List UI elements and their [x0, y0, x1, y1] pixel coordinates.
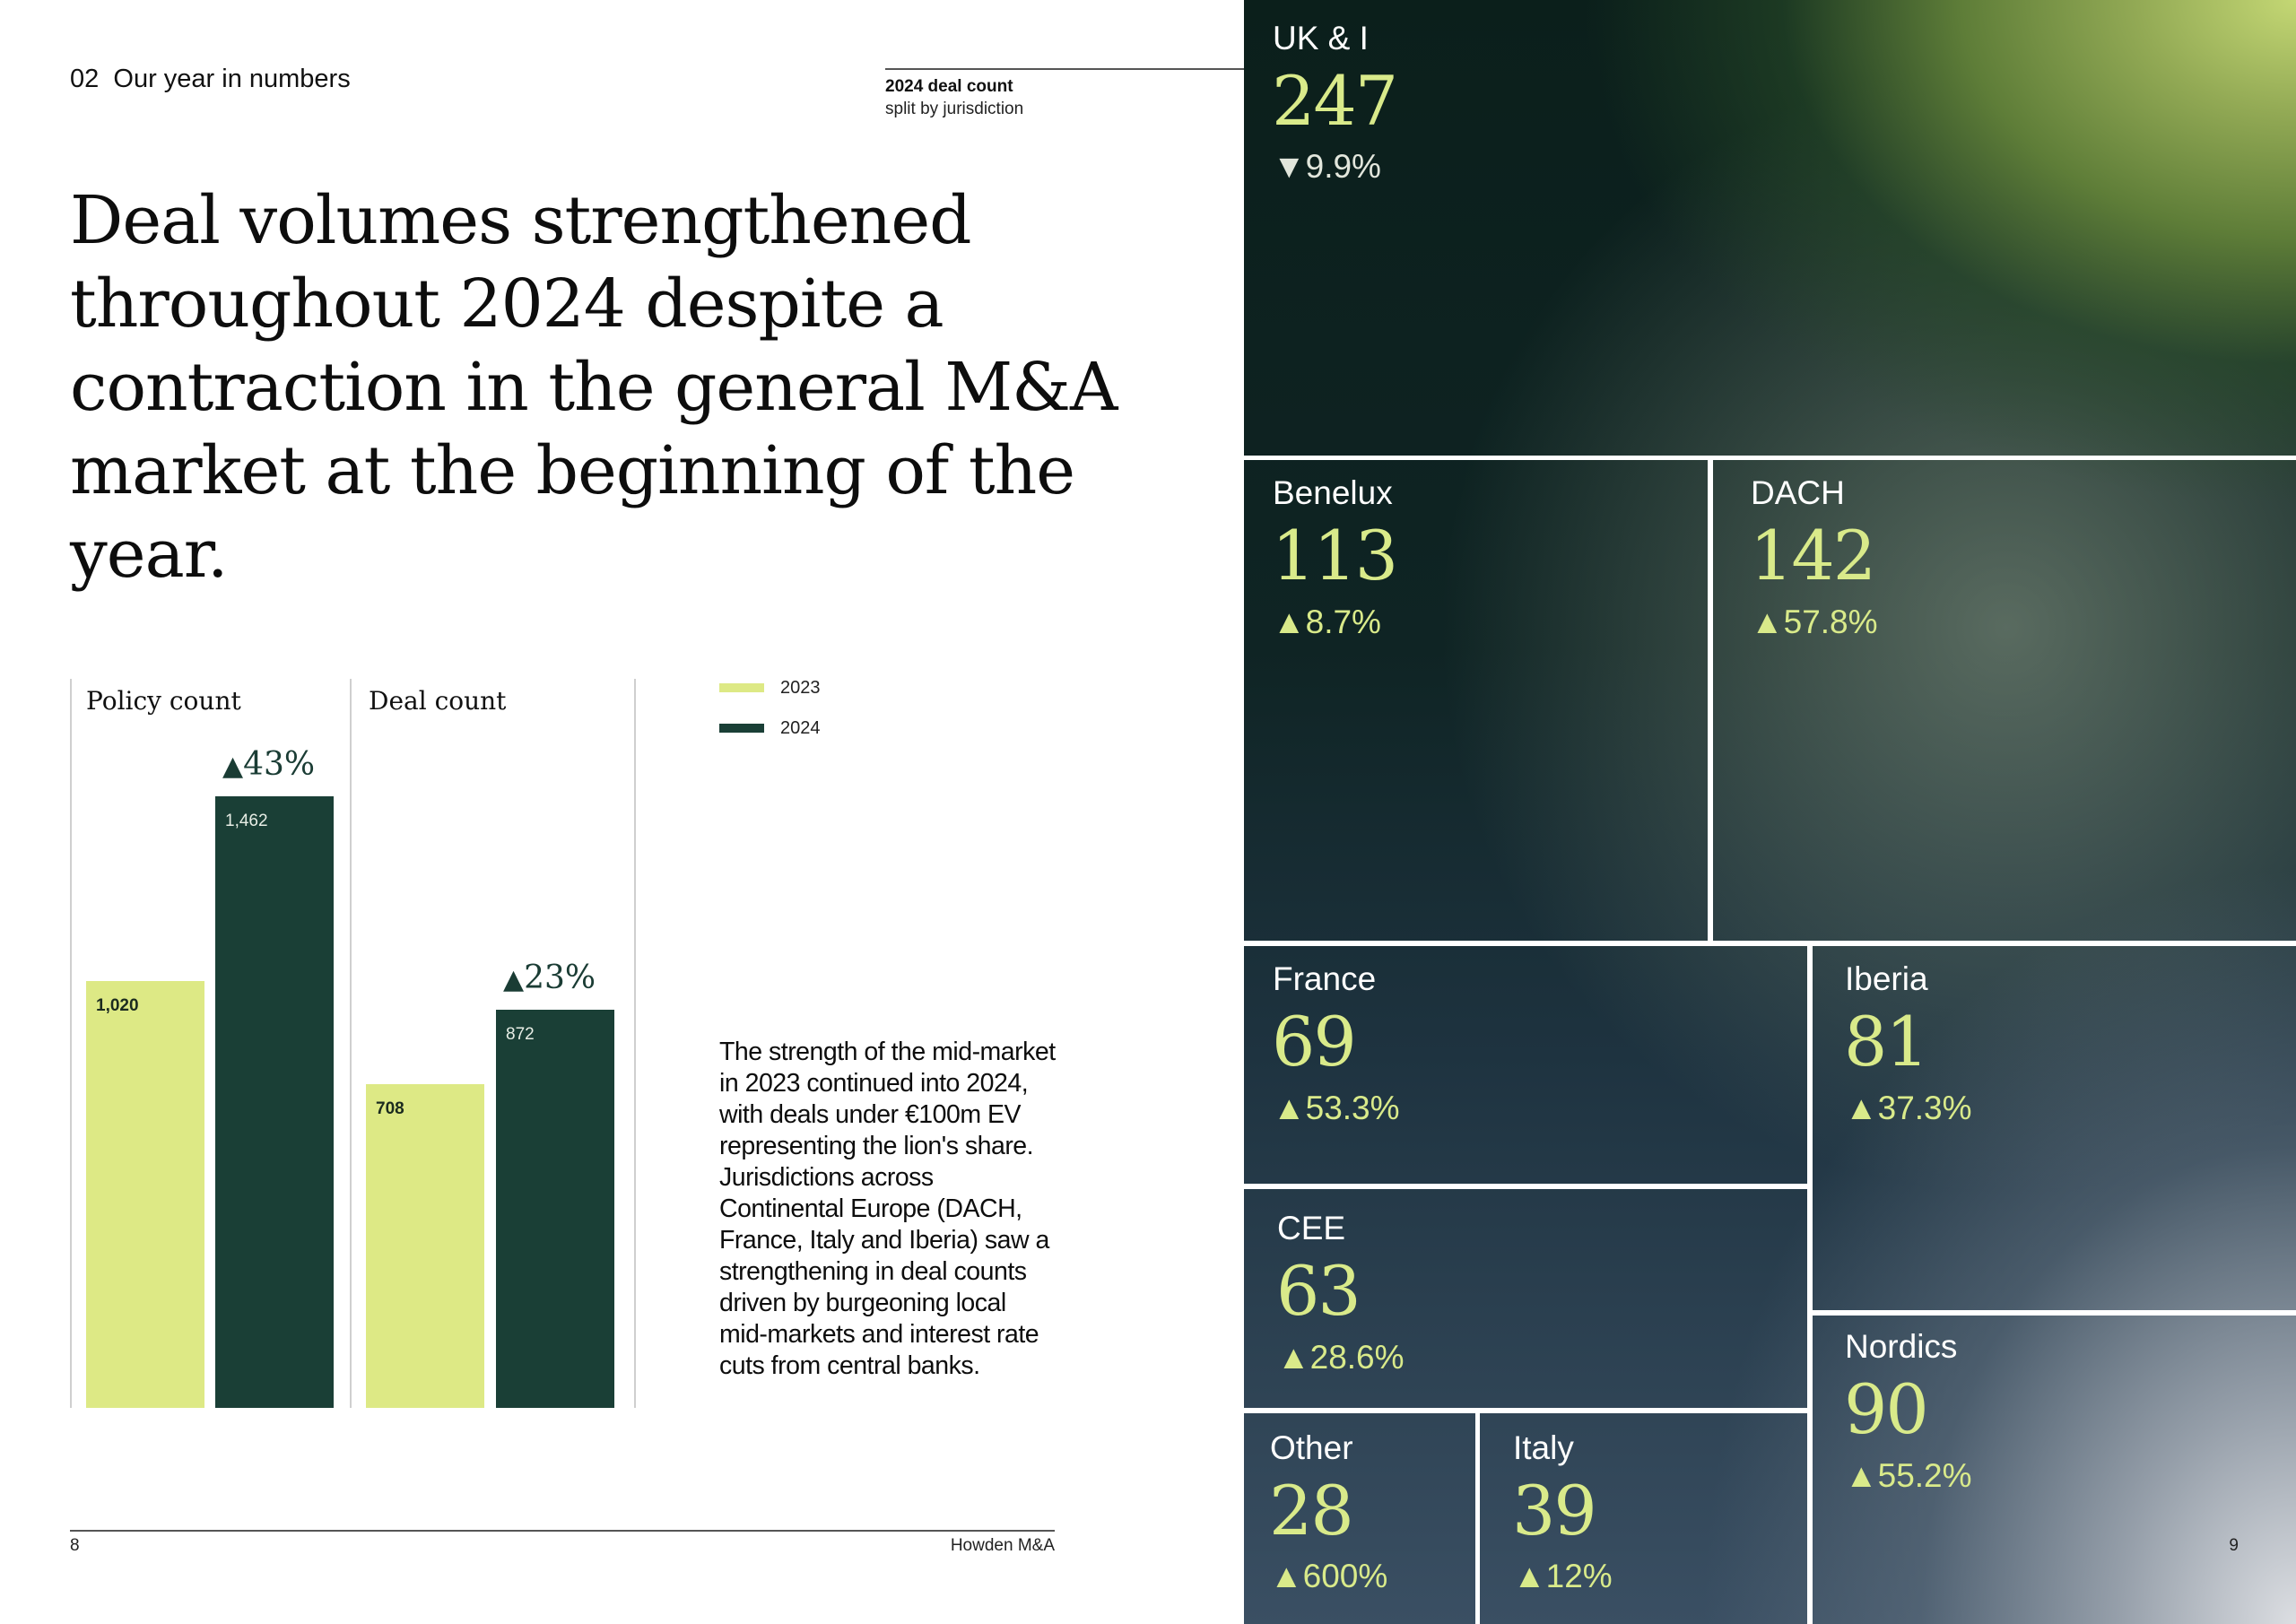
panel-divider — [350, 679, 352, 1408]
up-triangle-icon: ▲ — [1273, 604, 1306, 640]
bar-value-label: 1,020 — [96, 996, 139, 1015]
policy-count-title: Policy count — [86, 686, 241, 716]
down-triangle-icon: ▼ — [1273, 148, 1306, 185]
tile-value-france: 69 — [1272, 1002, 1357, 1081]
tile-label-benelux: Benelux — [1273, 474, 1393, 511]
deal-count-title: Deal count — [369, 686, 507, 716]
change-indicator: ▲43% — [222, 746, 316, 783]
tile-value-other: 28 — [1269, 1471, 1354, 1550]
tile-label-dach: DACH — [1751, 474, 1845, 511]
treemap-separator — [1244, 456, 2296, 460]
treemap-caption-subtitle: split by jurisdiction — [885, 100, 1024, 118]
up-triangle-icon: ▲ — [1751, 604, 1784, 640]
publisher-name: Howden M&A — [950, 1536, 1055, 1555]
section-label: 02 Our year in numbers — [70, 65, 351, 94]
section-number: 02 — [70, 65, 100, 93]
up-triangle-icon: ▲ — [503, 964, 525, 995]
legend-swatch-2023 — [719, 683, 764, 692]
up-triangle-icon: ▲ — [1845, 1457, 1878, 1494]
tile-label-uk-i: UK & I — [1273, 20, 1369, 56]
tile-change-france: ▲53.3% — [1273, 1090, 1400, 1126]
treemap-separator — [1708, 456, 1713, 944]
treemap-separator — [1244, 1408, 1809, 1413]
tile-value-benelux: 113 — [1272, 516, 1398, 595]
tile-change-nordics: ▲55.2% — [1845, 1457, 1972, 1494]
bar-2023 — [366, 1084, 484, 1408]
tile-value-iberia: 81 — [1844, 1002, 1929, 1081]
legend-swatch-2024 — [719, 724, 764, 733]
page-headline: Deal volumes strengthened throughout 202… — [70, 182, 1118, 593]
tile-change-benelux: ▲8.7% — [1273, 604, 1381, 640]
treemap-caption: 2024 deal count split by jurisdiction — [885, 68, 1244, 119]
bar-value-label: 872 — [506, 1025, 535, 1044]
bar-2023 — [86, 981, 204, 1408]
tile-value-nordics: 90 — [1844, 1369, 1929, 1449]
up-triangle-icon: ▲ — [1273, 1090, 1306, 1126]
panel-divider — [70, 679, 72, 1408]
up-triangle-icon: ▲ — [1513, 1558, 1546, 1594]
bar-2024 — [496, 1010, 614, 1408]
legend-label-2024: 2024 — [780, 718, 821, 738]
up-triangle-icon: ▲ — [1845, 1090, 1878, 1126]
tile-value-cee: 63 — [1276, 1251, 1361, 1331]
section-title: Our year in numbers — [113, 65, 351, 93]
up-triangle-icon: ▲ — [1277, 1339, 1310, 1376]
treemap-separator — [1809, 1310, 2296, 1316]
jurisdiction-treemap: UK & I 247 ▼9.9% Benelux 113 ▲8.7% DACH … — [1244, 0, 2296, 1624]
tile-change-other: ▲600% — [1270, 1558, 1388, 1594]
treemap-separator — [1807, 941, 1813, 1624]
tile-change-cee: ▲28.6% — [1277, 1339, 1405, 1376]
bar-value-label: 708 — [376, 1099, 404, 1118]
up-triangle-icon: ▲ — [222, 751, 244, 782]
bar-value-label: 1,462 — [225, 812, 268, 830]
up-triangle-icon: ▲ — [1270, 1558, 1303, 1594]
page-number-right: 9 — [2229, 1536, 2239, 1555]
tile-change-dach: ▲57.8% — [1751, 604, 1878, 640]
tile-label-nordics: Nordics — [1845, 1328, 1958, 1365]
footer-rule — [70, 1530, 1055, 1532]
change-indicator: ▲23% — [503, 960, 596, 996]
tile-value-uk-i: 247 — [1272, 61, 1398, 141]
treemap-separator — [1244, 941, 2296, 946]
treemap-caption-title: 2024 deal count — [885, 77, 1013, 96]
treemap-separator — [1244, 1184, 1809, 1189]
tile-label-iberia: Iberia — [1845, 960, 1928, 997]
tile-change-uk-i: ▼9.9% — [1273, 148, 1381, 185]
treemap-background — [1244, 0, 2296, 1624]
tile-label-other: Other — [1270, 1429, 1353, 1466]
tile-label-italy: Italy — [1513, 1429, 1574, 1466]
body-paragraph: The strength of the mid-market in 2023 c… — [719, 1038, 1056, 1380]
tile-label-france: France — [1273, 960, 1377, 997]
tile-value-dach: 142 — [1750, 516, 1876, 595]
tile-value-italy: 39 — [1512, 1471, 1597, 1550]
treemap-separator — [1475, 1408, 1480, 1624]
page-number-left: 8 — [70, 1536, 80, 1555]
bar-2024 — [215, 796, 334, 1408]
tile-label-cee: CEE — [1277, 1210, 1346, 1246]
tile-change-iberia: ▲37.3% — [1845, 1090, 1972, 1126]
tile-change-italy: ▲12% — [1513, 1558, 1613, 1594]
legend-label-2023: 2023 — [780, 678, 821, 698]
panel-divider — [634, 679, 636, 1408]
